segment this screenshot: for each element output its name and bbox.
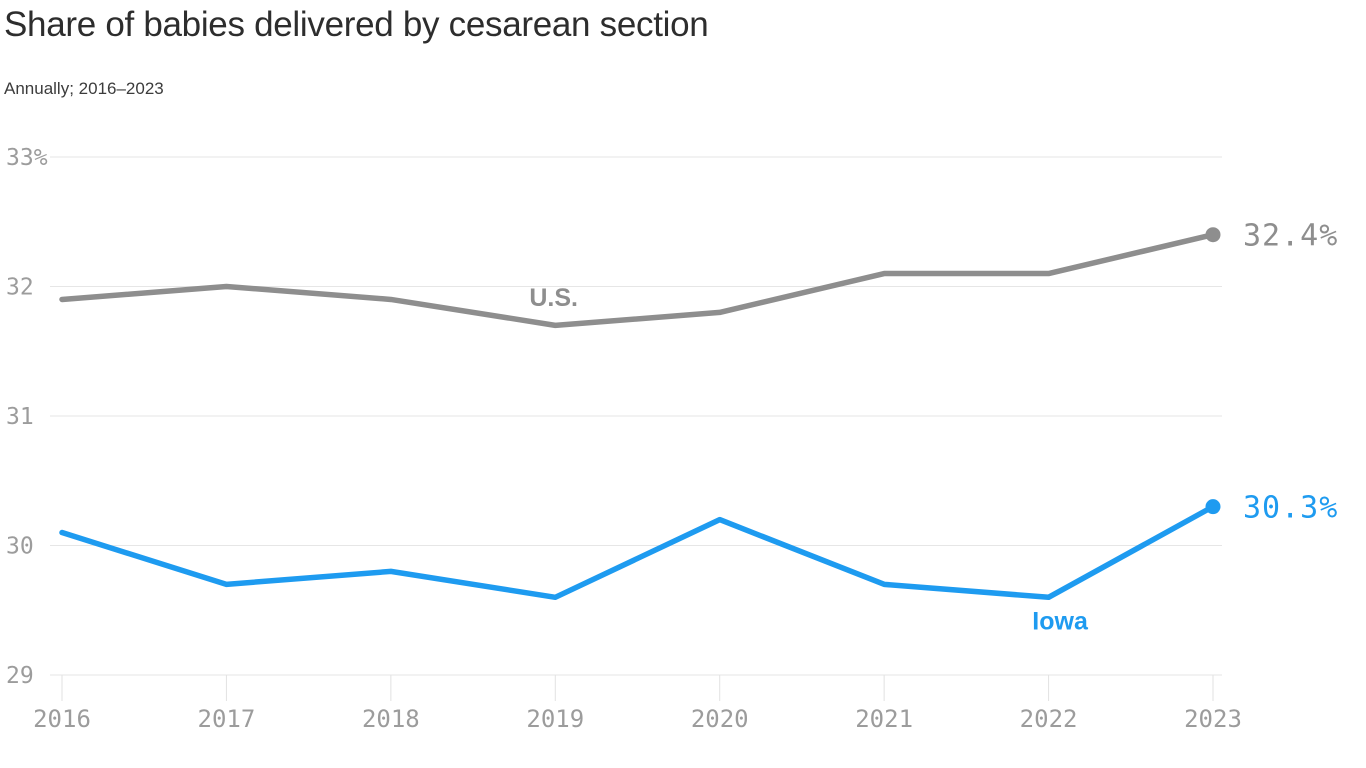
- x-axis-tick-label: 2016: [33, 705, 91, 733]
- x-axis-tick-label: 2020: [691, 705, 749, 733]
- x-axis-tick-label: 2021: [855, 705, 913, 733]
- chart-subtitle: Annually; 2016–2023: [4, 79, 164, 98]
- iowa-line: [59, 503, 1216, 601]
- iowa-end-value-label: 30.3%: [1243, 491, 1338, 526]
- us-end-value-label: 32.4%: [1243, 219, 1338, 254]
- y-axis-tick-label: 29: [6, 663, 34, 689]
- y-axis-tick-label: 30: [6, 534, 34, 560]
- y-axis-tick-label: 32: [6, 275, 34, 301]
- iowa-series-label: Iowa: [1032, 608, 1089, 636]
- y-axis-tick-label: 33%: [6, 145, 48, 171]
- x-axis-tick-label: 2022: [1020, 705, 1078, 733]
- x-axis-tick-label: 2019: [526, 705, 584, 733]
- us-endpoint-dot: [1205, 227, 1221, 243]
- x-axis-tick-label: 2017: [198, 705, 256, 733]
- us-series-label: U.S.: [529, 284, 578, 312]
- y-axis-tick-label: 31: [6, 404, 34, 430]
- iowa-endpoint-dot: [1205, 499, 1221, 515]
- x-axis-tick-label: 2023: [1184, 705, 1242, 733]
- x-axis-tick-label: 2018: [362, 705, 420, 733]
- us-line: [59, 231, 1216, 329]
- chart-header: Share of babies delivered by cesarean se…: [4, 4, 709, 46]
- chart-title: Share of babies delivered by cesarean se…: [4, 5, 709, 44]
